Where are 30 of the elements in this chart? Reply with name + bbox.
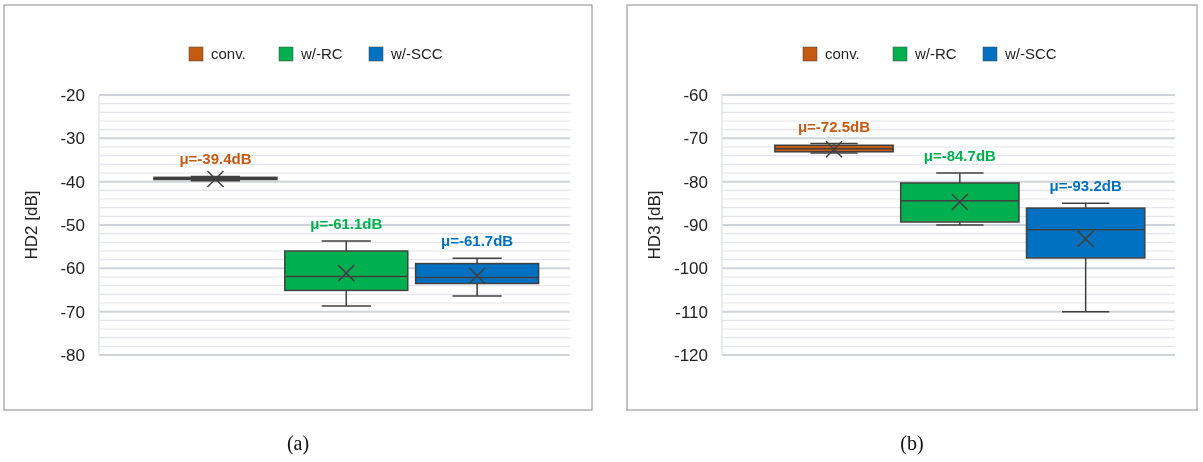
y-tick-label: -70 [60,302,85,322]
y-tick-label: -110 [675,302,708,322]
y-tick-label: -40 [60,172,85,192]
y-tick-label: -30 [60,129,85,149]
text: μ=-61.1dB [310,215,383,233]
y-tick-label: -70 [683,129,708,149]
y-axis-title: HD2 [dB] [22,190,41,260]
legend-label: w/-RC [300,45,343,62]
text: μ=-72.5dB [797,117,871,135]
text: μ=-39.4dB [179,150,252,168]
y-tick-label: -20 [60,85,85,105]
legend-label: w/-SCC [390,45,443,62]
legend-label: w/-SCC [1004,45,1057,62]
text: (b) [900,432,924,455]
y-tick-label: -60 [683,85,708,105]
y-tick-label: -50 [60,215,85,235]
text: μ=-93.2dB [1049,177,1122,195]
y-tick-label: -90 [683,215,708,235]
legend-label: w/-RC [914,45,957,62]
text: (a) [286,432,310,455]
text: μ=-61.7dB [441,232,514,250]
text: μ=-84.7dB [923,147,996,164]
y-tick-label: -80 [683,172,708,192]
legend-label: conv. [825,45,860,62]
y-tick-label: -80 [60,345,85,365]
y-tick-label: -60 [60,259,85,279]
y-axis-title: HD3 [dB] [645,190,664,260]
y-tick-label: -100 [673,259,708,279]
y-tick-label: -120 [673,345,708,365]
legend-label: conv. [211,45,246,62]
